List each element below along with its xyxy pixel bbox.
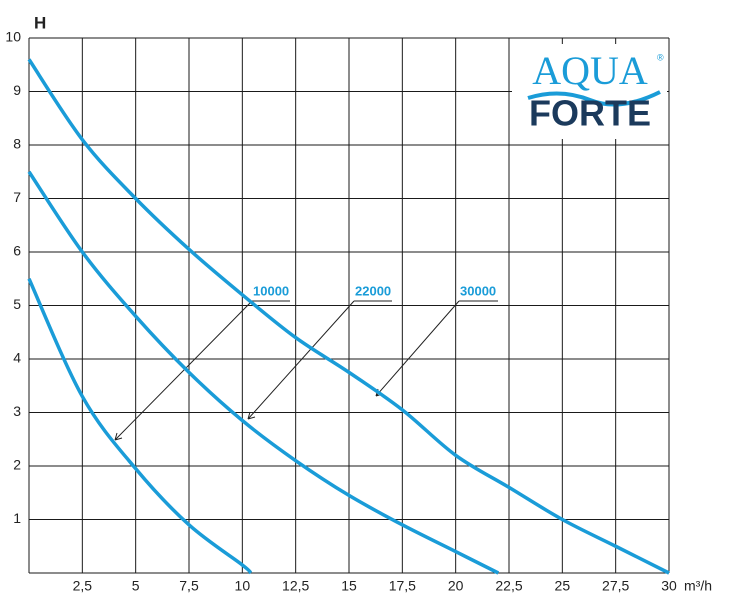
series-label: 30000 — [460, 283, 496, 298]
x-tick-label: 25 — [555, 578, 571, 594]
series-line — [27, 170, 500, 575]
x-tick-label: 27,5 — [602, 578, 629, 594]
x-tick-label: 2,5 — [73, 578, 93, 594]
arrow — [247, 300, 392, 420]
y-tick-label: 1 — [13, 510, 21, 526]
y-tick-label: 7 — [13, 189, 21, 205]
series-line — [27, 278, 253, 575]
y-tick-label: 3 — [13, 403, 21, 419]
x-tick-label: 7,5 — [179, 578, 199, 594]
x-tick-label: 15 — [341, 578, 357, 594]
series-label: 22000 — [355, 283, 391, 298]
x-tick-label: 17,5 — [389, 578, 416, 594]
y-tick-label: 9 — [13, 82, 21, 98]
logo-bottom: FORTE — [529, 93, 651, 134]
logo-wave — [527, 90, 661, 107]
y-tick-label: 10 — [5, 29, 21, 45]
series-label: 10000 — [253, 283, 289, 298]
arrow — [114, 300, 290, 441]
x-tick-label: 20 — [448, 578, 464, 594]
x-axis-label: m³/h — [684, 578, 712, 594]
x-tick-label: 30 — [661, 578, 677, 594]
y-tick-label: 2 — [13, 457, 21, 473]
y-axis-label: H — [34, 13, 46, 32]
logo-mark: ® — [657, 52, 664, 62]
logo-top: AQUA — [532, 48, 648, 93]
x-tick-label: 12,5 — [282, 578, 309, 594]
y-tick-label: 5 — [13, 296, 21, 312]
logo-background — [512, 44, 667, 139]
x-tick-label: 5 — [132, 578, 140, 594]
arrow — [375, 300, 498, 397]
annotation-arrows — [114, 300, 498, 441]
logo: AQUA ® FORTE — [512, 44, 667, 139]
y-tick-label: 6 — [13, 243, 21, 259]
y-tick-label: 8 — [13, 136, 21, 152]
y-tick-label: 4 — [13, 350, 21, 366]
series-line — [27, 58, 670, 575]
x-tick-label: 10 — [235, 578, 251, 594]
x-tick-label: 22,5 — [495, 578, 522, 594]
